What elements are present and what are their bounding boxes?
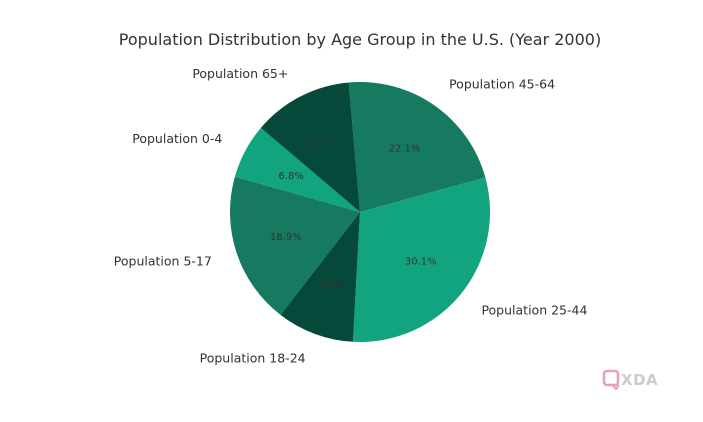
slice-label: Population 25-44 <box>481 302 587 317</box>
slice-label: Population 65+ <box>192 66 288 81</box>
slice-label: Population 0-4 <box>132 131 222 146</box>
slice-label: Population 5-17 <box>114 253 212 268</box>
percent-label: 22.1% <box>389 143 421 154</box>
pie-slice-population-18-24 <box>280 212 360 342</box>
slice-label: Population 45-64 <box>449 76 555 91</box>
percent-label: 9.6% <box>320 281 345 292</box>
percent-label: 18.9% <box>270 232 302 243</box>
percent-labels: 22.1% 30.1% 9.6% 18.9% 6.8% 12.4% <box>270 138 437 291</box>
xda-logo-icon <box>602 369 620 391</box>
percent-label: 30.1% <box>405 256 437 267</box>
percent-label: 6.8% <box>278 171 303 182</box>
pie-slice-population-65 <box>260 82 360 213</box>
watermark-text: XDA <box>621 371 658 389</box>
slice-label: Population 18-24 <box>200 351 306 366</box>
xda-watermark: XDA <box>602 369 658 391</box>
pie-slices <box>230 81 491 343</box>
pie-slice-population-0-4 <box>234 127 360 212</box>
chart-title: Population Distribution by Age Group in … <box>119 30 601 49</box>
slice-labels: Population 45-64 Population 25-44 Populati… <box>114 66 588 366</box>
pie-slice-population-25-44 <box>352 177 491 343</box>
pie-slice-population-45-64 <box>348 81 486 212</box>
pie-slice-population-5-17 <box>230 176 360 315</box>
percent-label: 12.4% <box>308 138 340 149</box>
